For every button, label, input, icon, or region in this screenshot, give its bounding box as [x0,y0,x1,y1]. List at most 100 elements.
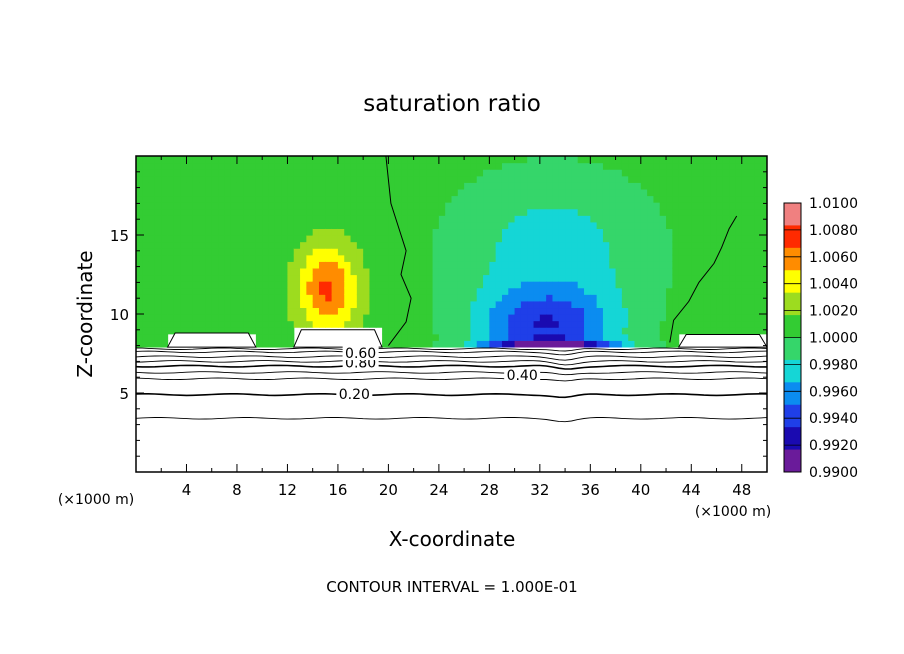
field-cell [470,294,478,302]
field-cell [754,327,762,335]
field-cell [754,182,762,190]
field-cell [621,221,629,230]
field-cell [628,175,636,183]
field-cell [501,314,509,322]
field-cell [590,294,598,302]
field-cell [703,327,711,335]
field-cell [407,241,415,249]
field-cell [136,156,143,164]
field-cell [413,327,421,335]
field-cell [293,281,301,289]
field-cell [407,327,415,335]
field-cell [136,261,143,269]
field-cell [331,314,339,322]
field-cell [634,294,642,302]
field-cell [659,254,667,262]
field-cell [438,287,446,295]
field-cell [236,294,244,302]
field-cell [741,156,749,164]
field-cell [628,314,636,322]
field-cell [722,267,730,276]
field-cell [173,327,181,335]
field-cell [363,314,371,322]
field-cell [571,175,579,183]
field-cell [356,254,364,262]
field-cell [262,254,270,262]
field-cell [691,281,699,289]
field-cell [218,208,225,216]
field-cell [337,287,345,295]
field-cell [565,267,572,276]
field-cell [224,188,232,197]
field-cell [508,221,516,230]
field-cell [457,327,465,335]
field-cell [470,340,478,348]
field-cell [344,281,352,289]
field-cell [218,307,225,315]
field-cell [325,314,333,322]
field-cell [666,294,673,302]
field-cell [211,221,219,230]
field-cell [735,327,743,335]
field-cell [312,169,320,177]
field-cell [161,188,169,197]
field-cell [501,175,509,183]
field-cell [596,175,604,183]
field-cell [577,215,585,223]
field-cell [634,175,642,183]
field-cell [394,248,402,256]
field-cell [167,156,175,164]
field-cell [186,327,194,335]
field-cell [375,281,383,289]
field-cell [268,287,276,295]
field-cell [457,274,465,282]
field-cell [558,188,566,197]
field-cell [274,195,282,203]
field-cell [615,248,623,256]
field-cell [666,215,673,223]
field-cell [710,221,718,230]
field-cell [760,307,767,315]
colorbar-swatch [784,270,801,294]
field-cell [495,314,503,322]
field-cell [262,175,270,183]
field-cell [735,182,743,190]
field-cell [413,287,421,295]
field-cell [325,248,333,256]
field-cell [609,175,617,183]
field-cell [274,235,282,243]
x-tick-label: 24 [429,481,448,499]
field-cell [464,274,472,282]
field-cell [457,300,465,309]
field-cell [205,314,213,322]
field-cell [602,208,610,216]
field-cell [634,274,642,282]
field-cell [230,294,238,302]
field-cell [754,254,762,262]
field-cell [243,281,251,289]
field-cell [748,287,755,295]
field-cell [722,314,730,322]
field-cell [173,254,181,262]
field-cell [337,182,345,190]
field-cell [514,300,522,309]
field-cell [470,327,478,335]
field-cell [489,340,497,348]
field-cell [697,274,705,282]
field-cell [413,169,421,177]
field-cell [401,307,408,315]
field-cell [464,156,472,164]
field-cell [615,221,623,230]
field-cell [596,195,604,203]
field-cell [350,267,358,276]
field-cell [148,248,156,256]
field-cell [590,320,598,328]
field-cell [426,294,434,302]
field-cell [218,267,225,276]
field-cell [287,162,295,170]
field-cell [281,182,289,190]
field-cell [659,202,667,210]
field-cell [640,294,648,302]
field-cell [596,281,604,289]
field-cell [584,235,591,243]
